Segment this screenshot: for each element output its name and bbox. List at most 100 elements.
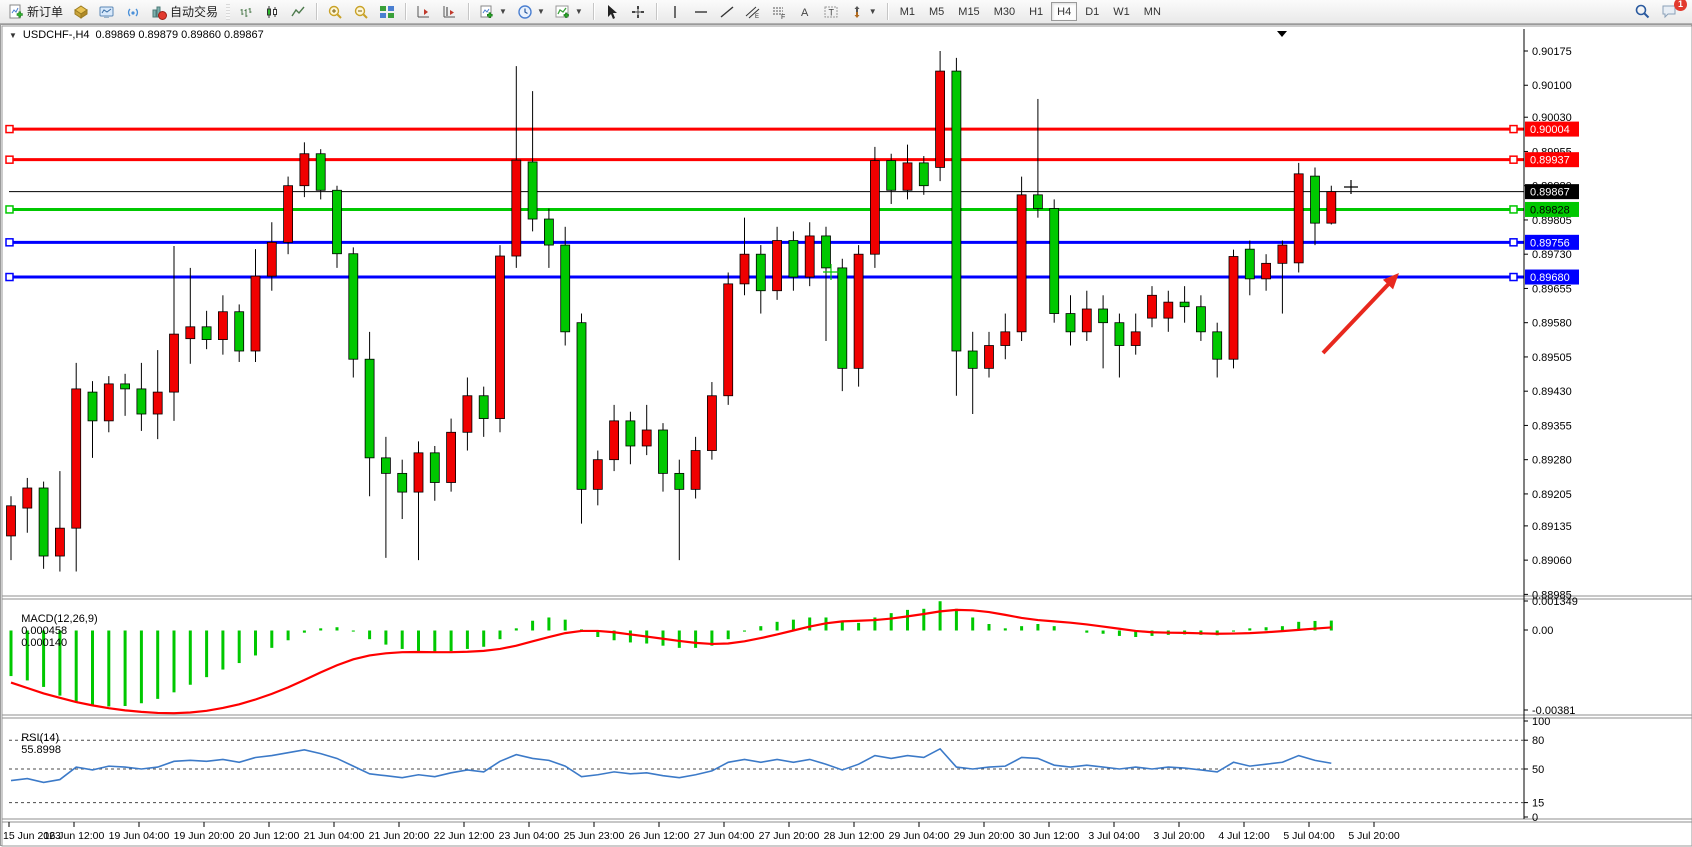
price-tick: 0.89655 [1532,283,1572,295]
time-label: 27 Jun 20:00 [759,830,820,842]
zoom-in-button[interactable] [323,1,347,22]
vertical-line-tool[interactable] [663,1,687,22]
zoom-out-icon [354,5,368,19]
tf-d1-button[interactable]: D1 [1085,5,1100,18]
candle-body [1228,256,1239,360]
price-tick: 0.89060 [1532,555,1572,567]
new-order-button[interactable]: 新订单 [4,1,67,22]
candlestick-button[interactable] [260,1,284,22]
time-label: 26 Jun 12:00 [629,830,690,842]
tf-m1-button[interactable]: M1 [899,5,915,18]
terminal-button[interactable] [95,1,119,22]
time-label: 21 Jun 04:00 [304,830,365,842]
candle-body [1065,313,1076,333]
indicators-button[interactable]: ▼ [551,1,587,22]
tf-h1-button[interactable]: H1 [1029,5,1044,18]
candle-body [478,395,489,419]
candle-body [918,162,929,187]
text-tool[interactable]: A [793,1,817,22]
time-label: 27 Jun 04:00 [694,830,755,842]
autotrading-button[interactable]: 自动交易 [147,1,222,22]
time-label: 28 Jun 12:00 [824,830,885,842]
notifications-button[interactable]: 1 [1657,0,1687,22]
candle-body [609,420,619,461]
fibonacci-icon: F [772,7,785,20]
tf-m15-button[interactable]: M15 [958,5,980,18]
cursor-button[interactable] [600,1,624,22]
zoom-out-button[interactable] [349,1,373,22]
candle-body [755,253,766,292]
line-chart-button[interactable] [286,1,310,22]
trend-arrow-head [1382,273,1399,290]
candle-body [544,218,554,246]
candle-body [967,350,978,369]
candle-body [38,487,49,557]
time-label: 22 Jun 12:00 [434,830,495,842]
auto-scroll-button[interactable] [412,1,436,22]
market-watch-button[interactable] [69,1,93,22]
search-button[interactable] [1630,1,1655,22]
new-chart-icon [480,5,493,18]
candle-body [1196,306,1206,333]
tf-m30-button[interactable]: M30 [993,5,1016,18]
plus-marker [823,264,839,280]
line-handle [5,205,14,214]
tf-mn-button[interactable]: MN [1143,5,1161,18]
candle-body [87,391,98,422]
svg-text:A: A [801,7,809,19]
svg-text:E: E [755,14,759,20]
chart-canvas[interactable]: 0.901750.901000.900300.899550.898800.898… [1,25,1692,847]
candle-body [1049,208,1060,314]
price-tick: 0.89805 [1532,215,1572,227]
time-label: 5 Jul 04:00 [1283,830,1335,842]
candle-body [739,253,750,285]
text-label-tool[interactable]: T [819,1,843,22]
chart-window[interactable]: 0.901750.901000.900300.899550.898800.898… [0,24,1692,847]
main-toolbar: 新订单 自动交易 ▼ ▼ [0,0,1692,24]
time-label: 16 Jun 12:00 [44,830,105,842]
candle-body [462,395,473,433]
chart-symbol-timeframe: USDCHF-,H4 [22,29,90,41]
bar-chart-button[interactable] [234,1,258,22]
candle-body [6,505,16,537]
collapse-triangle-icon[interactable]: ▼ [9,30,17,40]
tile-windows-button[interactable] [375,1,399,22]
trendline-tool[interactable] [715,1,739,22]
horizontal-line-icon [694,10,707,13]
macd-signal-value: 0.000140 [21,637,68,649]
channel-tool[interactable]: E [741,1,765,22]
new-order-label: 新订单 [27,5,64,19]
terminal-icon [99,6,114,18]
svg-text:0.89680: 0.89680 [1530,272,1570,284]
candle-body [332,189,342,255]
horizontal-line-tool[interactable] [689,1,713,22]
text-label-icon: T [824,6,838,17]
macd-name: MACD(12,26,9) [21,613,98,625]
chevron-down-icon: ▼ [536,7,545,16]
tf-m5-button[interactable]: M5 [929,5,945,18]
profiles-button[interactable]: ▼ [513,1,549,22]
candle-body [592,459,603,490]
tf-h4-button[interactable]: H4 [1051,2,1078,21]
signals-button[interactable] [121,1,145,22]
macd-scale-tick: -0.00381 [1532,705,1575,717]
candle-body [1293,173,1304,264]
candle-body [1033,194,1043,209]
new-chart-button[interactable]: ▼ [475,1,511,22]
svg-text:0.89937: 0.89937 [1530,155,1570,167]
auto-scroll-icon [417,5,430,17]
candle-body [870,160,880,255]
tf-w1-button[interactable]: W1 [1113,5,1130,18]
time-label: 29 Jun 20:00 [954,830,1015,842]
candle-body [185,326,196,340]
candle-body [103,383,114,422]
autotrading-icon [152,6,168,20]
candle-body [1277,244,1288,264]
chart-shift-button[interactable] [438,1,462,22]
line-handle [5,272,14,282]
crosshair-button[interactable] [626,1,650,22]
rsi-value: 55.8998 [21,744,61,756]
arrows-tool[interactable]: ▼ [845,1,881,22]
candle-body [560,244,571,333]
fibonacci-tool[interactable]: F [767,1,791,22]
